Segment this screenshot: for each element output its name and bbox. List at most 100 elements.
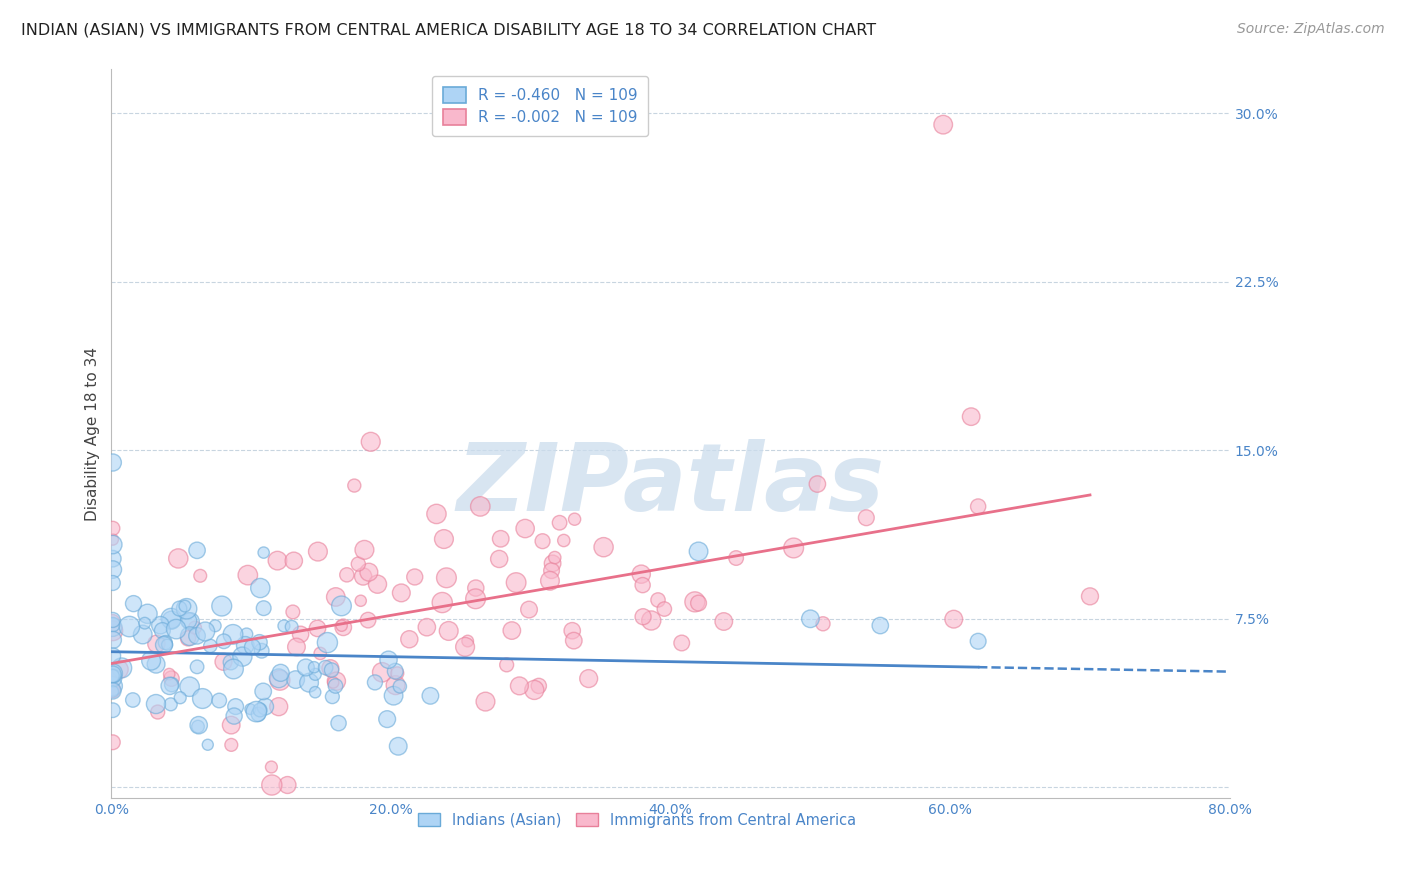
Point	[325, 674, 347, 689]
Point	[156, 638, 179, 652]
Point	[350, 593, 373, 607]
Point	[285, 640, 308, 654]
Point	[284, 673, 307, 687]
Point	[419, 689, 441, 703]
Point	[239, 702, 262, 716]
Point	[544, 550, 567, 565]
Point	[101, 576, 124, 591]
Point	[101, 551, 124, 566]
Point	[165, 622, 187, 636]
Point	[371, 665, 394, 680]
Point	[108, 662, 131, 676]
Point	[242, 640, 264, 654]
Point	[375, 712, 398, 726]
Point	[101, 533, 124, 547]
Point	[384, 664, 406, 678]
Point	[236, 568, 259, 582]
Point	[160, 613, 183, 627]
Point	[153, 638, 176, 652]
Point	[436, 571, 458, 585]
Point	[357, 613, 380, 627]
Point	[224, 709, 246, 723]
Point	[548, 516, 571, 530]
Point	[967, 634, 990, 648]
Point	[489, 532, 512, 546]
Point	[219, 655, 242, 669]
Point	[249, 581, 271, 595]
Point	[208, 693, 231, 707]
Point	[184, 621, 207, 635]
Point	[174, 599, 197, 613]
Point	[960, 409, 983, 424]
Point	[782, 541, 804, 555]
Point	[225, 699, 247, 714]
Point	[212, 634, 235, 648]
Point	[578, 672, 600, 686]
Point	[249, 703, 271, 717]
Point	[139, 654, 162, 668]
Point	[101, 681, 124, 696]
Point	[654, 602, 676, 616]
Point	[683, 595, 706, 609]
Point	[254, 699, 277, 714]
Point	[387, 666, 409, 681]
Point	[454, 640, 477, 654]
Point	[671, 636, 693, 650]
Point	[101, 613, 124, 627]
Point	[101, 632, 124, 647]
Point	[564, 512, 586, 526]
Point	[631, 578, 654, 592]
Point	[290, 627, 312, 641]
Point	[233, 638, 256, 652]
Point	[631, 609, 654, 624]
Point	[316, 635, 339, 649]
Point	[647, 593, 669, 607]
Point	[101, 703, 124, 717]
Point	[332, 620, 354, 634]
Point	[280, 620, 302, 634]
Point	[186, 543, 208, 558]
Point	[432, 595, 454, 609]
Point	[281, 605, 304, 619]
Point	[377, 653, 399, 667]
Point	[437, 624, 460, 638]
Point	[179, 680, 201, 694]
Point	[488, 552, 510, 566]
Point	[357, 565, 380, 579]
Point	[249, 635, 271, 649]
Point	[253, 601, 276, 615]
Point	[527, 679, 550, 693]
Point	[101, 614, 124, 628]
Point	[136, 607, 159, 621]
Point	[630, 567, 652, 582]
Point	[273, 619, 295, 633]
Point	[145, 657, 167, 672]
Point	[150, 624, 173, 638]
Point	[505, 575, 527, 590]
Point	[222, 662, 245, 676]
Point	[159, 679, 181, 693]
Point	[531, 534, 554, 549]
Point	[688, 544, 710, 558]
Point	[101, 679, 124, 693]
Point	[267, 699, 290, 714]
Point	[325, 590, 347, 604]
Point	[101, 735, 124, 749]
Point	[538, 574, 561, 588]
Point	[101, 617, 124, 632]
Point	[384, 678, 406, 692]
Point	[336, 567, 359, 582]
Point	[433, 532, 456, 546]
Point	[186, 660, 208, 674]
Point	[347, 557, 370, 571]
Point	[806, 477, 828, 491]
Point	[222, 627, 245, 641]
Point	[101, 671, 124, 685]
Point	[309, 647, 332, 661]
Point	[967, 500, 990, 514]
Point	[160, 677, 183, 691]
Point	[855, 510, 877, 524]
Point	[382, 689, 405, 703]
Point	[416, 620, 439, 634]
Point	[388, 679, 411, 693]
